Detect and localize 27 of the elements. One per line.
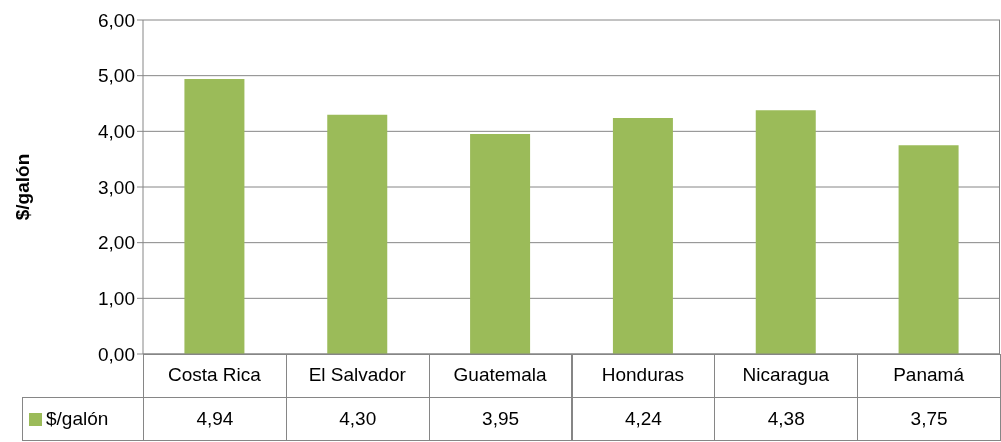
y-tick-label: 0,00 [98,343,135,365]
y-tick-label: 4,00 [98,121,135,143]
x-tick-label: Panamá [893,364,965,386]
bar [898,145,959,354]
data-label: 4,94 [143,397,287,441]
bar [327,114,388,354]
bar [612,117,673,354]
y-tick-label: 5,00 [98,65,135,87]
data-label: 3,95 [428,397,573,441]
bar [184,79,245,354]
x-tick-label: Honduras [601,364,685,386]
data-label: 4,38 [714,397,859,441]
y-axis-title: $/galón [11,153,33,221]
legend-label: $/galón [46,408,109,430]
data-label: 4,30 [285,397,430,441]
data-label: 4,24 [571,397,716,441]
bar [470,134,531,354]
y-tick-label: 1,00 [98,288,135,310]
y-tick-label: 2,00 [98,232,135,254]
bar [755,110,816,354]
x-tick-label: Nicaragua [742,364,830,386]
y-tick-label: 3,00 [98,176,135,198]
x-tick-label: Costa Rica [167,364,262,386]
y-tick-label: 6,00 [98,9,135,31]
x-tick-label: Guatemala [453,364,547,386]
data-label: 3,75 [857,397,1001,441]
x-tick-label: El Salvador [308,364,407,386]
